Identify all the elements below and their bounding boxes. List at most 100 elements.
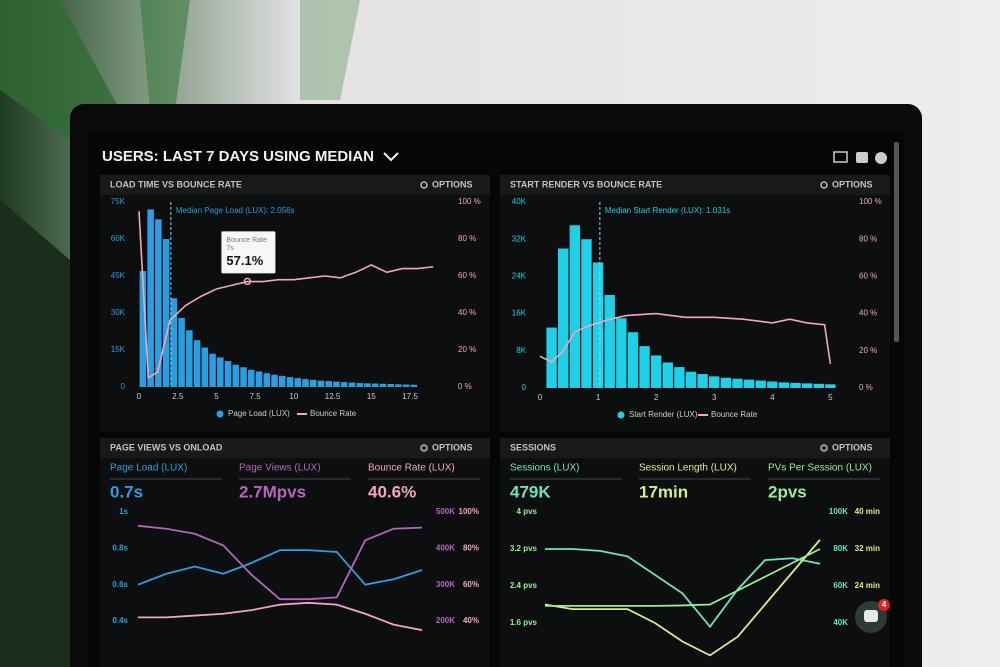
histogram-bar (755, 380, 766, 388)
y-tick-label: 30K (111, 308, 126, 317)
histogram-bar (162, 239, 170, 387)
y-tick-label: 1s (119, 507, 128, 516)
histogram-bar (592, 262, 604, 388)
tooltip-point (243, 277, 252, 286)
histogram-bar (767, 381, 778, 388)
notification-badge[interactable] (878, 599, 890, 611)
y-tick-label: 3.2 pvs (510, 544, 538, 553)
histogram-bar (340, 382, 348, 387)
stat-label: Page Views (LUX) (239, 463, 321, 474)
legend-label[interactable]: Start Render (LUX) (629, 410, 698, 419)
legend-label[interactable]: Bounce Rate (711, 410, 758, 419)
histogram-bar (371, 383, 379, 387)
series-line (545, 548, 821, 629)
options-icon[interactable] (420, 181, 428, 189)
legend-label[interactable]: Bounce Rate (310, 409, 357, 418)
stat-label: Bounce Rate (LUX) (368, 463, 455, 474)
options-button[interactable]: OPTIONS (832, 442, 873, 452)
histogram-bar (581, 239, 592, 388)
share-icon[interactable] (856, 152, 868, 163)
options-icon[interactable] (420, 444, 428, 452)
histogram-bar (286, 377, 294, 387)
tooltip-value: 57.1% (226, 253, 263, 268)
y-tick-label: 0 (522, 383, 527, 392)
series-line (545, 548, 821, 607)
panel-title: SESSIONS (510, 442, 556, 452)
options-button[interactable]: OPTIONS (432, 442, 473, 452)
x-tick-label: 10 (289, 392, 298, 401)
legend-label[interactable]: Page Load (LUX) (228, 409, 290, 418)
histogram-bar (558, 248, 569, 388)
histogram-bar (201, 347, 209, 387)
x-tick-label: 4 (770, 393, 775, 402)
series-line (544, 539, 821, 657)
histogram-bar (709, 376, 720, 388)
histogram-bar (685, 371, 697, 388)
histogram-bar (379, 383, 387, 387)
histogram-bar (825, 384, 836, 388)
histogram-bar (317, 380, 325, 387)
y-tick-label: 2.4 pvs (510, 581, 538, 590)
histogram-bar (255, 371, 263, 387)
options-button[interactable]: OPTIONS (432, 179, 473, 189)
histogram-bar (348, 382, 356, 387)
histogram-bar (743, 379, 755, 388)
y-tick-label: 75K (111, 197, 126, 206)
histogram-bar (639, 346, 650, 388)
y3-tick-label: 32 min (855, 544, 880, 553)
stat-value: 40.6% (368, 482, 416, 501)
chat-icon[interactable] (864, 610, 878, 622)
plant-leaf (140, 0, 190, 110)
x-tick-label: 1 (596, 393, 601, 402)
panel-header (500, 438, 890, 458)
histogram-bar (410, 384, 418, 387)
histogram-bar (193, 340, 201, 387)
y2-tick-label: 20 % (859, 346, 877, 355)
y3-tick-label: 60% (463, 580, 479, 589)
histogram-bar (364, 383, 371, 387)
stat-value: 0.7s (110, 482, 143, 501)
x-tick-label: 7.5 (250, 392, 262, 401)
histogram-bar (224, 361, 232, 387)
y3-tick-label: 40% (463, 616, 479, 625)
y2-tick-label: 60K (833, 581, 848, 590)
stat-label: Page Load (LUX) (110, 463, 187, 474)
panel-header (100, 175, 490, 195)
histogram-bar (147, 209, 154, 387)
y2-tick-label: 200K (436, 616, 455, 625)
monitor-icon[interactable] (833, 151, 848, 163)
options-button[interactable]: OPTIONS (832, 179, 873, 189)
histogram-bar (546, 327, 557, 388)
y-tick-label: 8K (516, 346, 526, 355)
x-tick-label: 5 (828, 393, 833, 402)
y2-tick-label: 60 % (859, 272, 877, 281)
median-label: Median Start Render (LUX): 1.031s (605, 206, 730, 215)
y-tick-label: 15K (111, 345, 126, 354)
y2-tick-label: 40K (833, 618, 848, 627)
y2-tick-label: 40 % (859, 309, 877, 318)
y-tick-label: 45K (111, 271, 126, 280)
histogram-bar (209, 353, 216, 387)
y-tick-label: 16K (512, 309, 527, 318)
dashboard-title[interactable]: USERS: LAST 7 DAYS USING MEDIAN (102, 148, 374, 165)
histogram-bar (790, 382, 801, 388)
options-icon[interactable] (820, 444, 828, 452)
x-tick-label: 0 (538, 393, 543, 402)
histogram-bar (186, 330, 193, 387)
legend-marker (216, 410, 224, 418)
scrollbar[interactable] (894, 142, 899, 342)
options-icon[interactable] (820, 181, 828, 189)
series-line (137, 524, 423, 601)
histogram-bar (569, 225, 581, 388)
help-icon[interactable] (875, 152, 887, 164)
stat-value: 2pvs (768, 482, 807, 501)
dropdown-icon[interactable] (383, 152, 399, 162)
x-tick-label: 2 (654, 393, 659, 402)
x-tick-label: 5 (214, 392, 219, 401)
panel-header (500, 175, 890, 195)
y-tick-label: 32K (512, 234, 527, 243)
y2-tick-label: 0 % (859, 383, 873, 392)
charts: LOAD TIME VS BOUNCE RATE OPTIONS015K30K45… (100, 175, 890, 667)
